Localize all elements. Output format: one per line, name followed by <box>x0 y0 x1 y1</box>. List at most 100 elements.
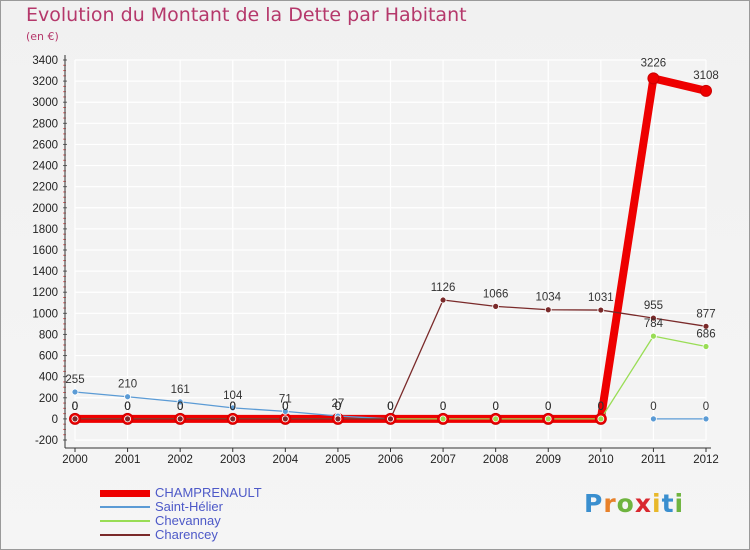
data-label: 0 <box>387 401 393 413</box>
y-tick-label: 2000 <box>32 203 58 215</box>
data-label: 0 <box>598 401 604 413</box>
data-label: 0 <box>492 401 498 413</box>
chart-title: Evolution du Montant de la Dette par Hab… <box>26 4 467 26</box>
x-tick-label: 2010 <box>588 454 614 466</box>
y-tick-label: 3000 <box>32 97 58 109</box>
data-point <box>597 306 605 314</box>
data-label: 955 <box>644 300 663 312</box>
data-point <box>544 415 552 423</box>
data-point <box>702 343 710 350</box>
data-label: 0 <box>230 401 236 413</box>
data-label: 0 <box>124 401 130 413</box>
data-point <box>702 322 710 330</box>
data-label: 0 <box>177 401 183 413</box>
data-label: 0 <box>703 401 709 413</box>
y-tick-label: -200 <box>35 435 58 447</box>
legend-label: Saint-Hélier <box>155 499 223 514</box>
legend-label: CHAMPRENAULT <box>155 485 262 500</box>
data-label: 0 <box>492 401 498 413</box>
legend-item: Chevannay <box>100 513 400 528</box>
y-tick-label: 2200 <box>32 182 58 194</box>
data-point <box>647 72 660 85</box>
axes: -200020040060080010001200140016001800200… <box>32 55 719 466</box>
data-label: 1031 <box>588 292 614 304</box>
data-point <box>597 415 605 423</box>
legend-swatch <box>100 506 150 508</box>
data-point <box>492 302 500 310</box>
y-tick-label: 1400 <box>32 266 58 278</box>
data-point <box>229 415 237 423</box>
data-label: 0 <box>440 401 446 413</box>
data-label: 686 <box>696 328 715 340</box>
data-label: 210 <box>118 379 137 391</box>
legend-swatch <box>100 520 150 522</box>
data-label: 0 <box>230 401 236 413</box>
data-point <box>544 306 552 314</box>
data-point <box>281 415 289 423</box>
data-label: 784 <box>644 318 664 330</box>
data-label: 0 <box>335 401 341 413</box>
data-label: 0 <box>282 401 288 413</box>
data-label: 1034 <box>535 292 561 304</box>
data-label: 104 <box>223 390 243 402</box>
x-tick-label: 2006 <box>378 454 404 466</box>
data-point <box>700 84 712 97</box>
data-point <box>124 415 131 423</box>
data-label: 0 <box>387 401 393 413</box>
x-tick-label: 2007 <box>430 454 456 466</box>
data-label: 0 <box>72 401 78 413</box>
data-label: 161 <box>171 384 190 396</box>
x-tick-label: 2011 <box>641 454 666 466</box>
data-point <box>281 407 289 415</box>
data-point <box>124 393 131 401</box>
data-label: 0 <box>124 401 130 413</box>
data-label: 0 <box>72 401 78 413</box>
y-tick-label: 1000 <box>32 308 58 320</box>
data-point <box>71 388 79 396</box>
legend-item: CHAMPRENAULT <box>100 485 400 500</box>
y-tick-label: 600 <box>39 351 58 363</box>
legend-label: Chevannay <box>155 513 221 528</box>
data-label: 0 <box>335 401 341 413</box>
data-label: 0 <box>387 401 393 413</box>
data-point <box>650 415 657 423</box>
data-label: 0 <box>230 401 236 413</box>
data-point <box>387 415 394 423</box>
data-label: 255 <box>65 374 84 386</box>
data-label: 0 <box>282 401 288 413</box>
x-tick-label: 2002 <box>167 454 193 466</box>
data-point <box>176 398 184 406</box>
data-label: 27 <box>332 398 345 410</box>
data-label: 0 <box>440 401 446 413</box>
y-tick-label: 200 <box>39 393 58 405</box>
data-label: 0 <box>124 401 130 413</box>
chart-subtitle: (en €) <box>26 30 59 43</box>
legend-item: Saint-Hélier <box>100 499 400 514</box>
proxiti-logo: Proxiti <box>584 489 685 518</box>
legend-item: Charencey <box>100 527 400 542</box>
x-tick-label: 2009 <box>535 454 561 466</box>
data-label: 1126 <box>431 282 456 294</box>
data-label: 0 <box>282 401 288 413</box>
legend-swatch <box>100 489 150 497</box>
data-label: 3226 <box>641 57 667 69</box>
x-tick-label: 2003 <box>220 454 246 466</box>
y-tick-label: 1200 <box>32 287 58 299</box>
legend-label: Charencey <box>155 527 218 542</box>
legend-swatch <box>100 534 150 536</box>
x-tick-label: 2008 <box>483 454 509 466</box>
y-tick-label: 3400 <box>32 55 58 67</box>
data-point <box>650 314 657 322</box>
data-point <box>439 296 447 304</box>
y-tick-label: 3200 <box>32 76 58 88</box>
data-label: 1066 <box>483 288 509 300</box>
data-label: 0 <box>335 401 341 413</box>
data-point <box>492 415 500 423</box>
data-point <box>439 415 447 423</box>
y-tick-label: 2400 <box>32 161 58 173</box>
data-label: 0 <box>177 401 183 413</box>
y-tick-label: 2800 <box>32 118 58 130</box>
data-point <box>176 415 184 423</box>
y-tick-label: 1600 <box>32 245 58 257</box>
